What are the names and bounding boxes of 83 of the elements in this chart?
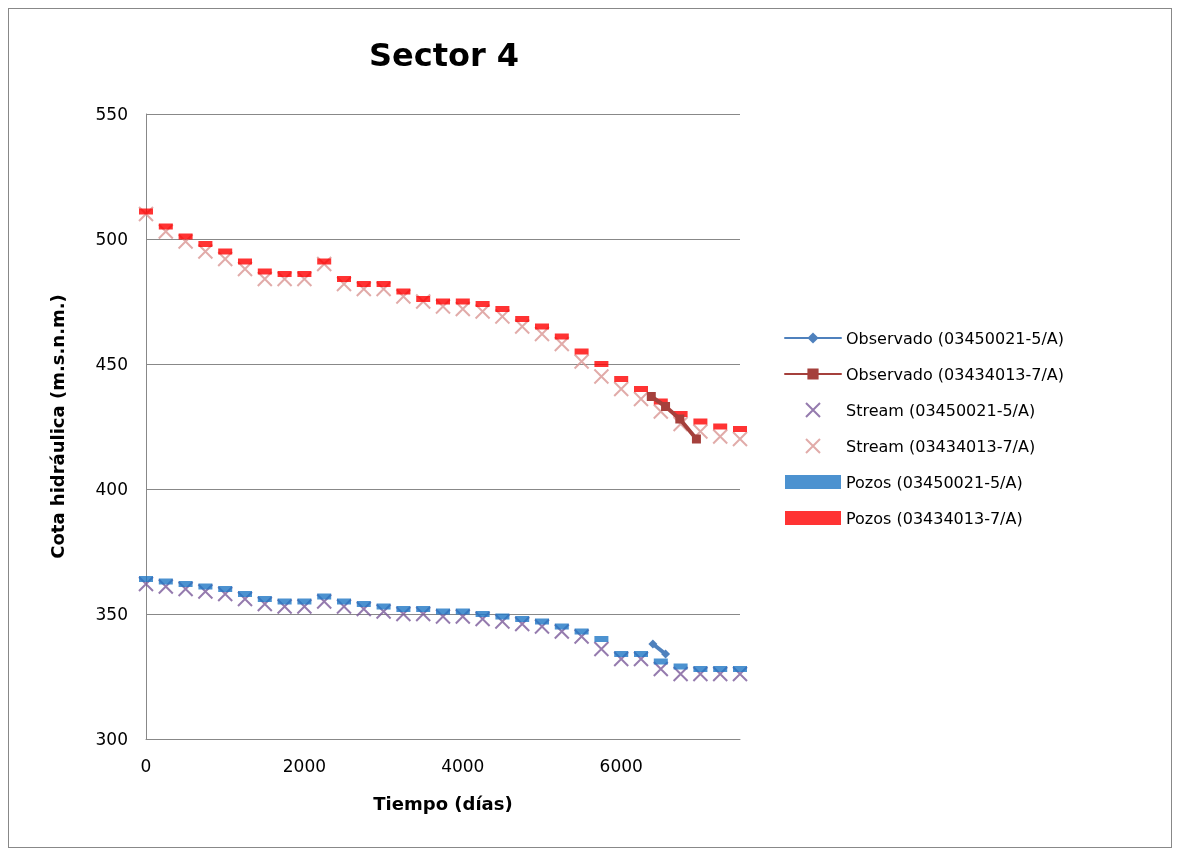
point [375,603,392,620]
point [395,606,412,622]
point [177,233,194,250]
y-tick-label: 500 [95,229,128,249]
legend-label: Stream (03450021-5/A) [846,400,1036,420]
point [652,403,669,420]
point [197,583,214,600]
point [237,261,253,277]
point [732,431,748,447]
legend-label: Stream (03434013-7/A) [846,436,1036,456]
x-tick-label: 4000 [441,755,485,776]
point [415,606,432,622]
point [534,326,550,342]
point [474,303,491,320]
y-tick-label: 350 [95,604,128,624]
point [177,581,194,597]
point [336,276,352,292]
point [514,318,531,335]
x-tick-label: 0 [140,755,152,776]
point [633,391,649,407]
point [454,301,471,317]
point [316,593,333,610]
point [692,423,709,440]
point [138,576,154,592]
point [691,434,701,444]
point [661,402,671,411]
legend-label: Pozos (03434013-7/A) [846,508,1023,528]
point [256,271,273,287]
point [138,206,154,222]
point [157,578,174,595]
y-tick-label: 450 [95,354,128,374]
point [375,281,392,297]
point [553,336,570,352]
y-axis-title: Cota hidráulica (m.s.n.m.) [46,294,68,559]
point [296,598,313,615]
point [646,392,656,401]
legend-label: Observado (03434013-7/A) [846,364,1065,384]
point [276,271,293,287]
point [276,598,293,615]
point [316,256,333,272]
point [672,666,689,682]
y-tick-label: 300 [95,729,128,749]
point [672,416,689,432]
point [573,628,590,645]
point [157,223,174,240]
legend-label: Observado (03450021-5/A) [846,328,1065,348]
point [652,661,669,677]
point [633,651,649,667]
point [553,623,570,640]
point [454,608,471,625]
point [494,308,511,325]
legend-label: Pozos (03450021-5/A) [846,472,1023,492]
point [237,591,253,607]
point [593,641,610,657]
point [573,353,590,370]
point [732,666,748,682]
point [593,368,610,385]
y-tick-label: 550 [95,104,128,124]
point [217,251,234,267]
point [712,428,729,445]
point [355,601,372,617]
point [514,616,531,632]
point [395,288,412,305]
point [256,596,273,612]
point [648,639,658,649]
point [692,666,709,682]
point [712,666,729,682]
y-tick-label: 400 [95,479,128,499]
point [415,293,432,310]
point [217,586,234,602]
x-tick-label: 6000 [599,755,643,776]
point [675,414,685,424]
point [494,613,511,630]
x-tick-label: 2000 [282,755,327,776]
point [296,271,313,287]
chart-title: Sector 4 [368,36,520,74]
point [474,611,491,627]
point [197,243,214,260]
x-axis-title: Tiempo (días) [373,792,513,814]
point [613,381,630,397]
point [661,649,671,659]
point [613,651,630,667]
point [355,281,372,297]
